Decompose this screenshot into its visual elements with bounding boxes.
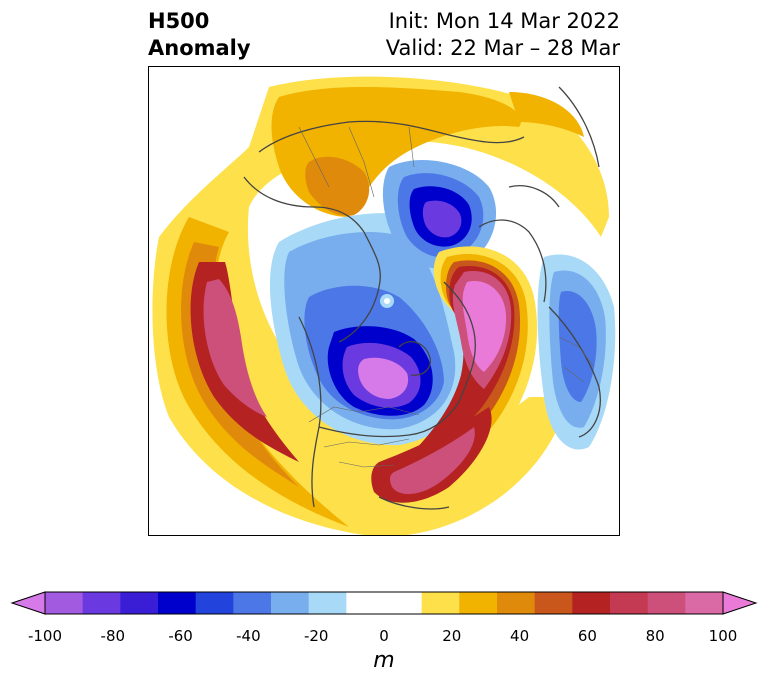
coastlines bbox=[243, 86, 601, 510]
colorbar-segment bbox=[233, 592, 272, 614]
negative-anomaly-arctic-80 bbox=[422, 200, 462, 238]
colorbar-segment bbox=[271, 592, 310, 614]
colorbar-tick-label: 20 bbox=[442, 627, 462, 645]
colorbar-segment bbox=[685, 592, 724, 614]
colorbar-segment bbox=[647, 592, 686, 614]
colorbar-unit: m bbox=[373, 648, 395, 673]
colorbar-segment bbox=[82, 592, 121, 614]
title-line-1: H500 bbox=[148, 9, 210, 33]
positive-anomaly-eastern-us-80 bbox=[389, 427, 475, 495]
colorbar-tick-label: 80 bbox=[645, 627, 665, 645]
pole-marker-center bbox=[384, 298, 390, 304]
colorbar-tick-label: -100 bbox=[27, 627, 63, 645]
anomaly-far-east-20 bbox=[509, 92, 584, 137]
colorbar bbox=[10, 591, 758, 615]
colorbar-segment bbox=[308, 592, 347, 614]
init-date: Init: Mon 14 Mar 2022 bbox=[388, 9, 620, 33]
colorbar-min-arrow bbox=[10, 591, 46, 615]
anomaly-west-80 bbox=[203, 279, 267, 417]
colorbar-segment bbox=[45, 592, 84, 614]
map-title: H500 Anomaly bbox=[148, 8, 251, 62]
colorbar-tick-label: -80 bbox=[100, 627, 126, 645]
anomaly-map bbox=[148, 66, 620, 536]
colorbar-tick-label: -20 bbox=[303, 627, 329, 645]
map-subtitle: Init: Mon 14 Mar 2022 Valid: 22 Mar – 28… bbox=[386, 8, 620, 62]
anomaly-map-svg bbox=[152, 76, 616, 535]
colorbar-segment bbox=[346, 592, 385, 614]
colorbar-tick-label: 0 bbox=[379, 627, 389, 645]
colorbar-tick-label: 100 bbox=[708, 627, 738, 645]
colorbar-segment bbox=[534, 592, 573, 614]
colorbar-segment bbox=[459, 592, 498, 614]
colorbar-tick-label: 60 bbox=[577, 627, 597, 645]
colorbar-frame bbox=[44, 591, 724, 615]
colorbar-tick-label: -40 bbox=[236, 627, 261, 645]
colorbar-tick-label: 40 bbox=[510, 627, 530, 645]
positive-anomaly-atlantic-100 bbox=[462, 281, 507, 372]
colorbar-segment bbox=[610, 592, 649, 614]
colorbar-segment bbox=[158, 592, 197, 614]
colorbar-max-arrow bbox=[722, 591, 758, 615]
colorbar-segment bbox=[195, 592, 234, 614]
colorbar-tick-label: -60 bbox=[168, 627, 193, 645]
colorbar-segment bbox=[421, 592, 460, 614]
valid-range: Valid: 22 Mar – 28 Mar bbox=[385, 36, 620, 60]
borders bbox=[298, 126, 595, 468]
colorbar-segment bbox=[572, 592, 611, 614]
negative-anomaly-na-100 bbox=[358, 357, 409, 399]
colorbar-segment bbox=[120, 592, 159, 614]
colorbar-segment bbox=[384, 592, 423, 614]
title-line-2: Anomaly bbox=[148, 36, 251, 60]
colorbar-segment bbox=[497, 592, 536, 614]
